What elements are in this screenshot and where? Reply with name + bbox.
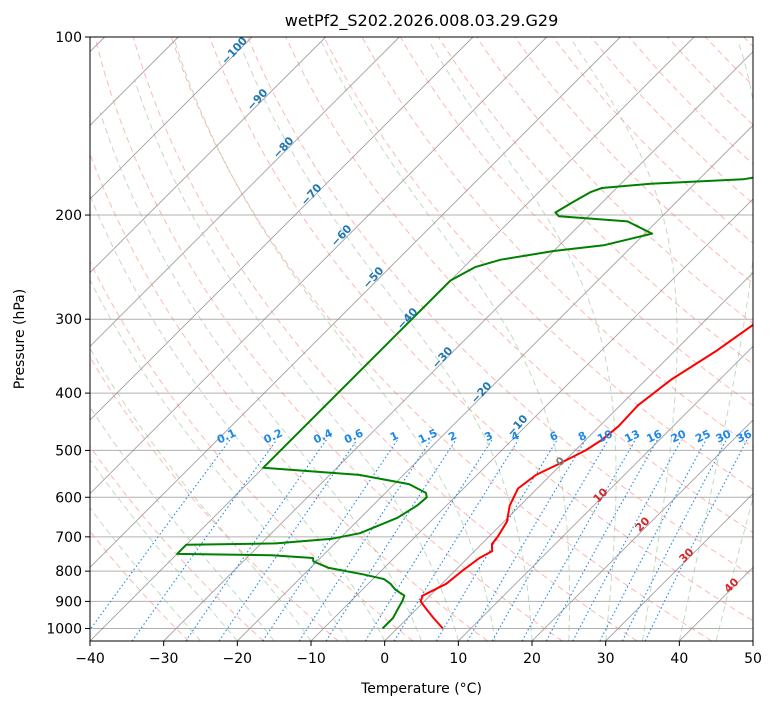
y-axis: 100 200 300 400 500 600 700 800 900 1000 [46,30,90,637]
isotherm-line [90,37,326,274]
mixing-ratio-label: 20 [669,427,689,445]
dry-adiabat-line [323,37,753,491]
isotherm-line [384,272,753,641]
x-tick-label: 10 [449,651,467,667]
x-tick-label: 50 [744,651,762,667]
moist-adiabat-line [134,79,459,641]
x-tick-label: −10 [296,651,326,667]
moist-adiabat-line [572,41,678,641]
mixing-ratio-line [262,439,399,641]
mixing-ratio-line [435,439,558,641]
x-tick-label: −30 [149,651,179,667]
isotherm-line [605,493,753,641]
dry-adiabat-line [209,37,753,622]
y-tick-label: 800 [55,564,82,580]
dry-adiabat-line [132,37,638,641]
moist-adiabat-line [715,496,753,641]
mixing-ratio-label: 10 [595,427,615,445]
dry-adiabat-line [285,37,753,534]
moist-adiabat-line [90,194,386,641]
moist-adiabat-line [429,41,617,641]
mixing-ratio-line [521,439,636,641]
isotherm-line [90,37,253,200]
x-axis: −40 −30 −20 −10 0 10 20 30 40 50 [75,641,762,667]
isotherm-line [90,37,547,495]
x-tick-label: 20 [523,651,541,667]
dry-adiabat-line [90,445,264,641]
mixing-ratio-line [185,439,327,641]
y-tick-label: 600 [55,490,82,506]
mixing-ratio-line [364,439,493,641]
mixing-ratio-label: 16 [645,427,665,445]
dry-adiabat-line [476,37,753,325]
moist-adiabat-line [174,41,496,641]
dry-adiabat-line [247,37,753,577]
x-tick-label: 40 [670,651,688,667]
chart-title: wetPf2_S202.2026.008.03.29.G29 [285,11,559,31]
mixing-ratio-line [467,439,586,641]
y-axis-title: Pressure (hPa) [12,289,28,389]
x-tick-label: 0 [380,651,389,667]
isotherm-line [531,419,753,641]
y-tick-label: 900 [55,594,82,610]
mixing-ratio-line [545,439,658,641]
plot-frame [89,36,754,642]
mixing-ratio-label: 25 [693,427,712,445]
y-tick-label: 300 [55,312,82,328]
temperature-line [419,323,753,630]
mixing-ratio-line [325,439,457,641]
x-tick-label: 30 [597,651,615,667]
mixing-ratio-line [218,439,358,641]
moist-adiabat-line [90,406,275,641]
mixing-ratio-label: 13 [623,427,642,445]
y-tick-label: 500 [55,443,82,459]
moist-adiabat-line [321,41,570,641]
moist-adiabat-line [90,507,201,641]
mixing-ratio-line [644,439,748,641]
isotherm-line [237,124,753,641]
background-lines [90,37,753,641]
dry-adiabat-line [90,260,414,641]
dry-adiabat-line [94,37,563,641]
isotherm-line [90,37,621,568]
y-tick-label: 100 [55,30,82,46]
dry-adiabat-line [90,356,339,641]
mixing-ratio-line [491,439,609,641]
isotherm-line [163,51,753,641]
mixing-ratio-label: 36 [734,427,754,445]
isotherm-line [90,37,474,421]
moist-adiabat-line [238,41,533,641]
isotherm-line [458,345,753,641]
moist-adiabat-line [678,41,753,641]
profile-lines [176,176,753,630]
mixing-ratio-line [90,439,231,631]
dry-adiabat-line [514,37,753,284]
y-tick-label: 1000 [46,621,82,637]
dry-adiabat-line [170,37,712,641]
isotherm-line [90,37,400,347]
y-tick-label: 400 [55,386,82,402]
humidity-line [176,176,753,630]
mixing-ratio-line [393,439,519,641]
y-tick-label: 200 [55,208,82,224]
moist-adiabat-line [99,112,422,641]
y-tick-label: 700 [55,530,82,546]
x-axis-title: Temperature (°C) [360,681,482,697]
mixing-ratio-label: 30 [714,427,734,445]
mixing-ratio-line [298,439,432,641]
x-tick-label: −40 [75,651,105,667]
x-tick-label: −20 [223,651,253,667]
